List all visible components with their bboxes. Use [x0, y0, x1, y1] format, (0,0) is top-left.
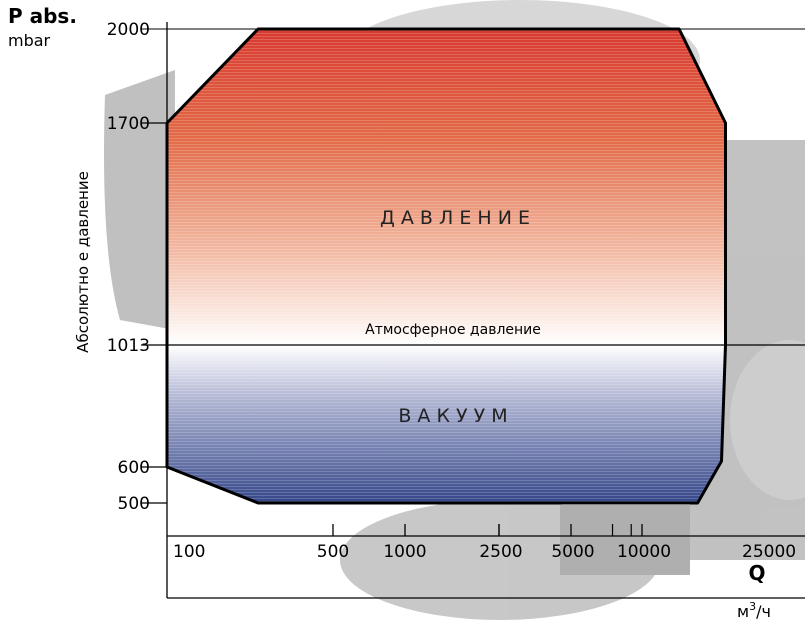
x-axis-unit: м3/ч — [737, 600, 771, 621]
y-axis-title: P abs. — [8, 4, 77, 28]
vacuum-region-label: В А К У У М — [398, 405, 507, 427]
y-axis-unit: mbar — [8, 31, 51, 50]
x-tick-label: 10000 — [617, 542, 671, 562]
y-tick-label: 600 — [118, 458, 150, 478]
x-axis-unit-superscript: 3 — [749, 600, 756, 613]
y-tick-label: 500 — [118, 494, 150, 514]
x-tick-label: 2500 — [479, 542, 522, 562]
x-tick-label: 1000 — [383, 542, 426, 562]
x-tick-label: 500 — [317, 542, 349, 562]
y-tick-label: 1700 — [107, 114, 150, 134]
y-tick-label: 1013 — [107, 336, 150, 356]
atmospheric-pressure-label: Атмосферное давление — [365, 322, 541, 338]
y-ticks: 2000 1700 1013 600 500 — [107, 20, 805, 514]
y-axis-label: Абсолютно е давление — [74, 171, 92, 353]
x-axis-title: Q — [748, 561, 765, 585]
x-tick-label: 25000 — [742, 542, 796, 562]
x-tick-label: 5000 — [551, 542, 594, 562]
x-tick-label: 100 — [173, 542, 205, 562]
pressure-region-label: Д А В Л Е Н И Е — [380, 207, 530, 229]
x-ticks: 100 500 1000 2500 5000 10000 25000 — [173, 524, 796, 562]
y-tick-label: 2000 — [107, 20, 150, 40]
